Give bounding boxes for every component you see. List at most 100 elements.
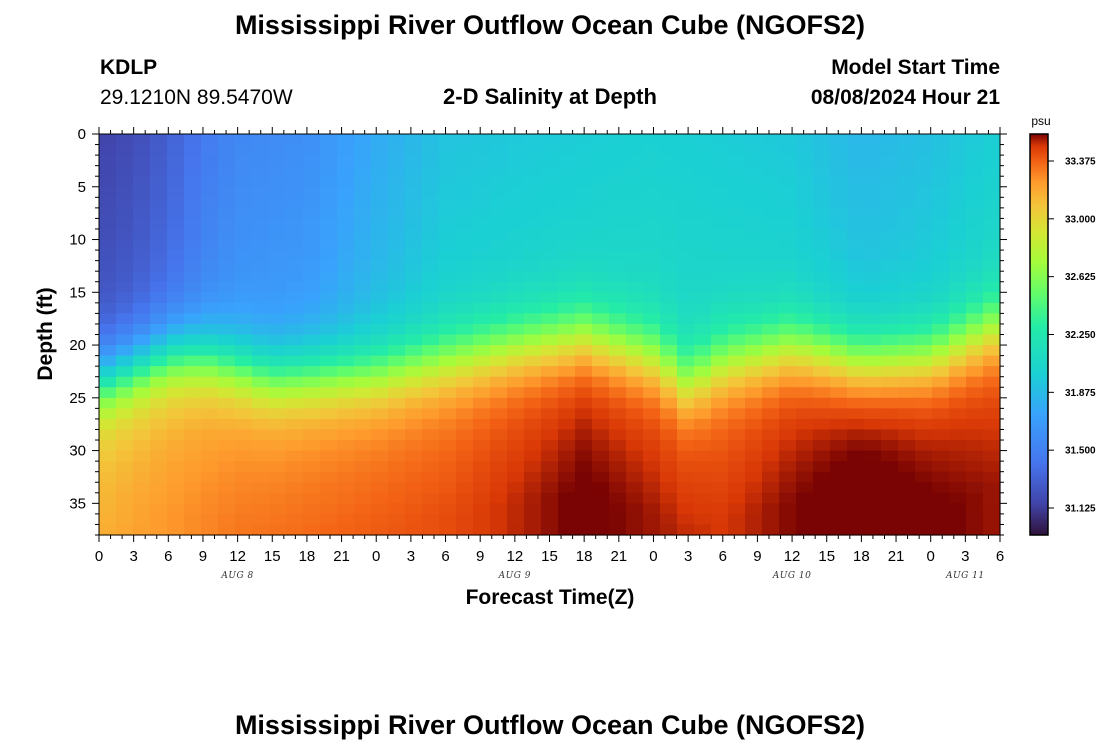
heatmap-cell bbox=[439, 176, 457, 188]
heatmap-cell bbox=[966, 271, 984, 283]
heatmap-cell bbox=[694, 176, 712, 188]
heatmap-cell bbox=[201, 524, 219, 536]
heatmap-cell bbox=[235, 218, 253, 230]
heatmap-cell bbox=[677, 345, 695, 357]
heatmap-cell bbox=[898, 366, 916, 378]
heatmap-cell bbox=[660, 292, 678, 304]
heatmap-cell bbox=[711, 197, 729, 209]
heatmap-cell bbox=[796, 228, 814, 241]
heatmap-cell bbox=[490, 176, 508, 188]
heatmap-cell bbox=[184, 513, 202, 526]
heatmap-cell bbox=[252, 450, 270, 462]
heatmap-cell bbox=[269, 450, 287, 462]
heatmap-cell bbox=[422, 250, 440, 262]
heatmap-cell bbox=[456, 239, 474, 251]
heatmap-cell bbox=[864, 186, 882, 198]
heatmap-cell bbox=[133, 461, 151, 473]
heatmap-cell bbox=[507, 492, 525, 504]
heatmap-cell bbox=[983, 366, 1001, 378]
heatmap-cell bbox=[677, 461, 695, 473]
heatmap-cell bbox=[745, 492, 763, 504]
heatmap-cell bbox=[915, 376, 933, 388]
heatmap-cell bbox=[235, 366, 253, 378]
heatmap-cell bbox=[898, 260, 916, 272]
heatmap-cell bbox=[235, 429, 253, 441]
heatmap-cell bbox=[116, 218, 134, 230]
heatmap-cell bbox=[898, 292, 916, 304]
heatmap-cell bbox=[388, 260, 406, 272]
heatmap-cell bbox=[354, 302, 372, 314]
heatmap-cell bbox=[456, 228, 474, 241]
heatmap-cell bbox=[167, 176, 185, 188]
heatmap-cell bbox=[354, 176, 372, 188]
heatmap-cell bbox=[99, 503, 117, 515]
heatmap-cell bbox=[677, 482, 695, 494]
heatmap-cell bbox=[864, 176, 882, 188]
heatmap-cell bbox=[150, 239, 168, 251]
heatmap-cell bbox=[320, 144, 338, 156]
heatmap-cell bbox=[235, 165, 253, 177]
heatmap-cell bbox=[541, 260, 559, 272]
heatmap-cell bbox=[796, 376, 814, 388]
heatmap-cell bbox=[711, 281, 729, 293]
heatmap-cell bbox=[813, 207, 831, 220]
heatmap-cell bbox=[864, 239, 882, 251]
heatmap-cell bbox=[558, 313, 576, 325]
heatmap-cell bbox=[456, 397, 474, 409]
heatmap-cell bbox=[269, 250, 287, 262]
heatmap-cell bbox=[643, 440, 661, 452]
heatmap-cell bbox=[847, 302, 865, 314]
heatmap-cell bbox=[592, 165, 610, 177]
heatmap-cell bbox=[983, 408, 1001, 420]
heatmap-cell bbox=[150, 376, 168, 388]
x-tick-label: 21 bbox=[888, 548, 905, 565]
heatmap-cell bbox=[830, 355, 848, 367]
heatmap-cell bbox=[796, 482, 814, 494]
heatmap-cell bbox=[660, 429, 678, 441]
heatmap-cell bbox=[405, 218, 423, 230]
heatmap-cell bbox=[609, 144, 627, 156]
heatmap-cell bbox=[813, 355, 831, 367]
heatmap-cell bbox=[779, 450, 797, 462]
heatmap-cell bbox=[405, 334, 423, 346]
heatmap-cell bbox=[405, 492, 423, 504]
heatmap-cell bbox=[660, 218, 678, 230]
heatmap-cell bbox=[371, 429, 389, 441]
heatmap-cell bbox=[473, 482, 491, 494]
heatmap-cell bbox=[813, 197, 831, 209]
heatmap-cell bbox=[847, 176, 865, 188]
heatmap-cell bbox=[796, 292, 814, 304]
heatmap-cell bbox=[643, 418, 661, 431]
heatmap-cell bbox=[303, 250, 321, 262]
heatmap-cell bbox=[796, 408, 814, 420]
heatmap-cell bbox=[932, 302, 950, 314]
heatmap-cell bbox=[966, 134, 984, 146]
heatmap-cell bbox=[745, 418, 763, 431]
heatmap-cell bbox=[728, 302, 746, 314]
heatmap-cell bbox=[949, 313, 967, 325]
heatmap-cell bbox=[269, 165, 287, 177]
heatmap-cell bbox=[677, 250, 695, 262]
heatmap-cell bbox=[694, 218, 712, 230]
heatmap-cell bbox=[371, 513, 389, 526]
heatmap-cell bbox=[524, 408, 542, 420]
heatmap-cell bbox=[320, 271, 338, 283]
heatmap-cell bbox=[507, 176, 525, 188]
heatmap-cell bbox=[473, 250, 491, 262]
heatmap-cell bbox=[337, 513, 355, 526]
heatmap-cell bbox=[558, 366, 576, 378]
heatmap-cell bbox=[235, 355, 253, 367]
heatmap-cell bbox=[490, 207, 508, 220]
heatmap-cell bbox=[592, 134, 610, 146]
heatmap-cell bbox=[592, 345, 610, 357]
heatmap-cell bbox=[473, 397, 491, 409]
heatmap-cell bbox=[949, 376, 967, 388]
heatmap-cell bbox=[201, 366, 219, 378]
heatmap-cell bbox=[847, 239, 865, 251]
heatmap-cell bbox=[201, 176, 219, 188]
heatmap-cell bbox=[779, 461, 797, 473]
heatmap-cell bbox=[371, 250, 389, 262]
heatmap-cell bbox=[320, 482, 338, 494]
heatmap-cell bbox=[371, 165, 389, 177]
heatmap-cell bbox=[864, 281, 882, 293]
